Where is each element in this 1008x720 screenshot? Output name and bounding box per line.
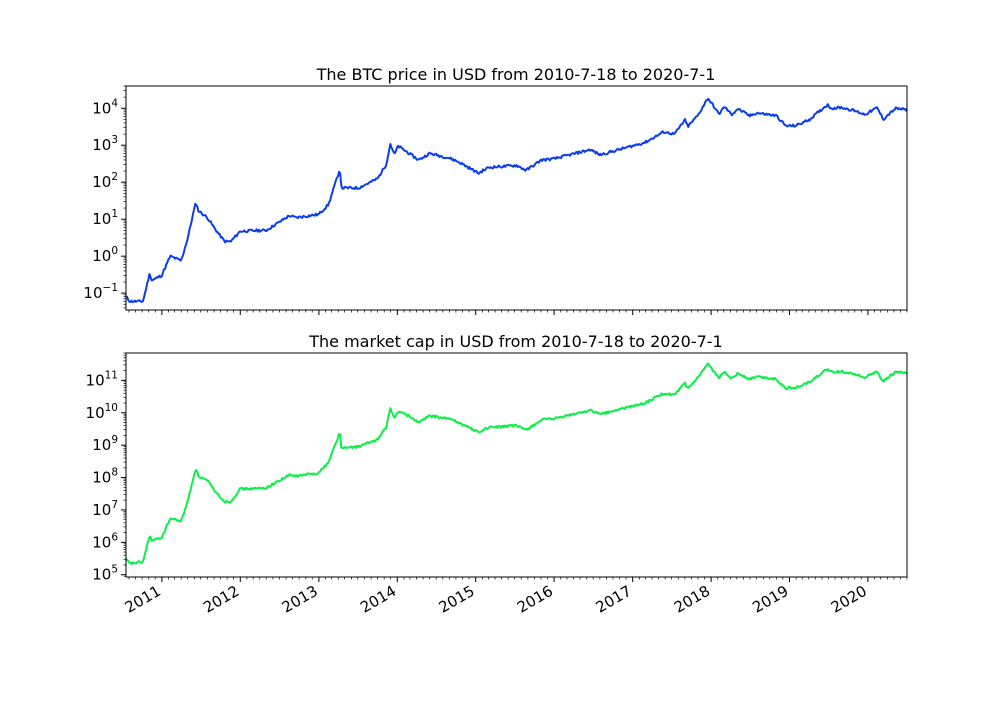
y-tick-label: 1011 (86, 369, 118, 389)
chart-title: The BTC price in USD from 2010-7-18 to 2… (316, 65, 716, 84)
y-tick-label: 1010 (86, 402, 118, 422)
y-tick-label: 102 (92, 171, 118, 191)
y-tick-label: 104 (92, 97, 118, 117)
y-tick-label: 108 (92, 467, 118, 487)
btc-price-series-line (125, 97, 908, 304)
y-tick-label: 105 (92, 564, 118, 584)
y-tick-label: 100 (92, 245, 118, 265)
y-tick-label: 101 (92, 208, 118, 228)
y-tick-label: 109 (92, 434, 118, 454)
market-cap-series-line (125, 362, 908, 566)
plot-frame (125, 85, 908, 311)
y-tick-label: 10−1 (83, 282, 118, 302)
y-tick-label: 103 (92, 134, 118, 154)
chart-title: The market cap in USD from 2010-7-18 to … (308, 332, 722, 351)
y-tick-label: 107 (92, 499, 118, 519)
plot-frame (125, 352, 908, 578)
y-tick-label: 106 (92, 531, 118, 551)
btc-price-chart: The BTC price in USD from 2010-7-18 to 2… (83, 65, 908, 315)
